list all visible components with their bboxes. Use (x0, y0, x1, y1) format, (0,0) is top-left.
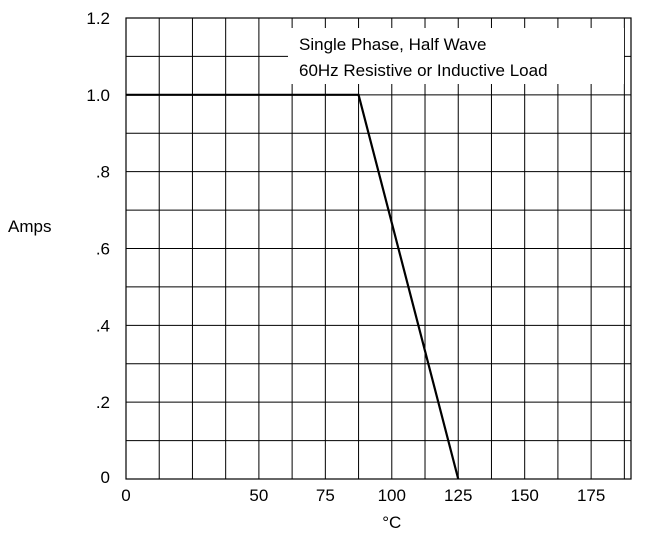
x-tick-label: 75 (316, 486, 335, 505)
x-tick-label: 150 (510, 486, 538, 505)
annotation-box: Single Phase, Half Wave 60Hz Resistive o… (288, 28, 624, 84)
y-tick-label: .2 (96, 393, 110, 412)
y-tick-label: .6 (96, 240, 110, 259)
y-tick-label: 1.0 (86, 86, 110, 105)
x-axis-label: °C (382, 513, 401, 532)
annotation-line-2: 60Hz Resistive or Inductive Load (299, 61, 548, 80)
y-axis-label: Amps (8, 217, 51, 236)
series-group (126, 93, 460, 480)
x-tick-label: 0 (121, 486, 130, 505)
y-tick-label: 0 (101, 468, 110, 487)
y-tick-label: .8 (96, 163, 110, 182)
x-tick-labels: 0 50 75 100 125 150 175 (121, 486, 605, 505)
y-tick-label: .4 (96, 316, 110, 335)
x-tick-label: 50 (249, 486, 268, 505)
x-tick-label: 100 (378, 486, 406, 505)
annotation-line-1: Single Phase, Half Wave (299, 35, 486, 54)
series-line-0 (126, 93, 460, 480)
plot-frame (125, 17, 632, 480)
x-tick-label: 175 (577, 486, 605, 505)
y-tick-label: 1.2 (86, 9, 110, 28)
y-tick-labels: 0 .2 .4 .6 .8 1.0 1.2 (86, 9, 110, 487)
x-tick-label: 125 (444, 486, 472, 505)
grid-lines (126, 18, 631, 479)
annotation-background (288, 28, 624, 84)
